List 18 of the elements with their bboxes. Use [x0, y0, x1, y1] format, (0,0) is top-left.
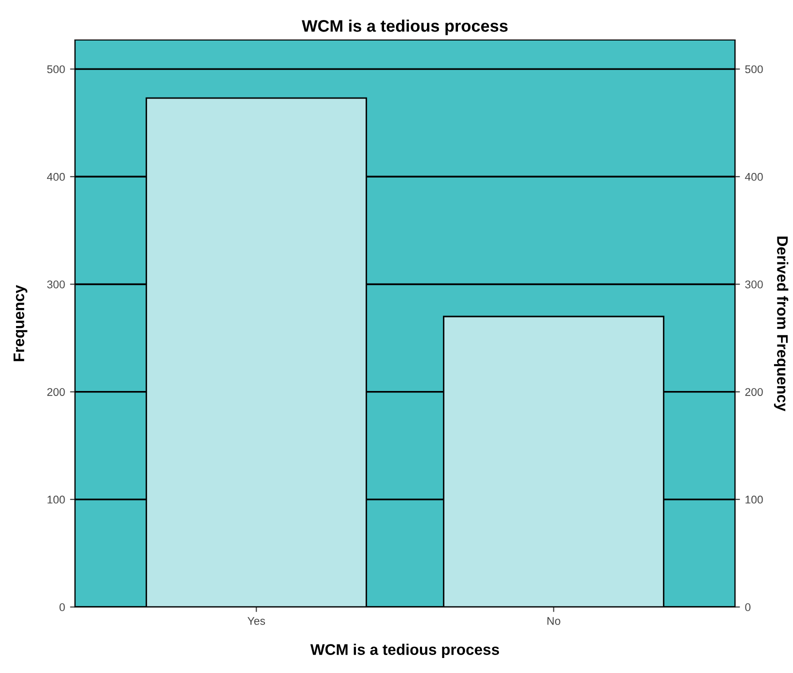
y-tick-label: 300 [47, 280, 65, 288]
y-tick-label: 200 [47, 388, 65, 396]
x-tick-label: No [547, 617, 560, 625]
y2-tick-label: 100 [746, 496, 763, 504]
chart-title: WCM is a tedious process [302, 20, 508, 36]
y2-tick-label: 500 [745, 65, 763, 74]
y2-tick-label: 400 [744, 172, 763, 181]
y2-tick-label: 200 [745, 388, 763, 396]
y-tick-label: 0 [60, 603, 65, 612]
x-axis-title: WCM is a tedious process [310, 644, 500, 658]
y2-tick-label: 300 [745, 280, 763, 288]
y-tick-label: 400 [46, 172, 65, 181]
y2-axis-title: Derived from Frequency [774, 236, 788, 412]
y-tick-label: 100 [48, 496, 65, 504]
y-tick-label: 500 [47, 65, 65, 74]
y2-tick-label: 0 [745, 603, 750, 612]
x-tick-label: Yes [248, 617, 266, 625]
y-axis-title: Frequency [14, 284, 28, 362]
